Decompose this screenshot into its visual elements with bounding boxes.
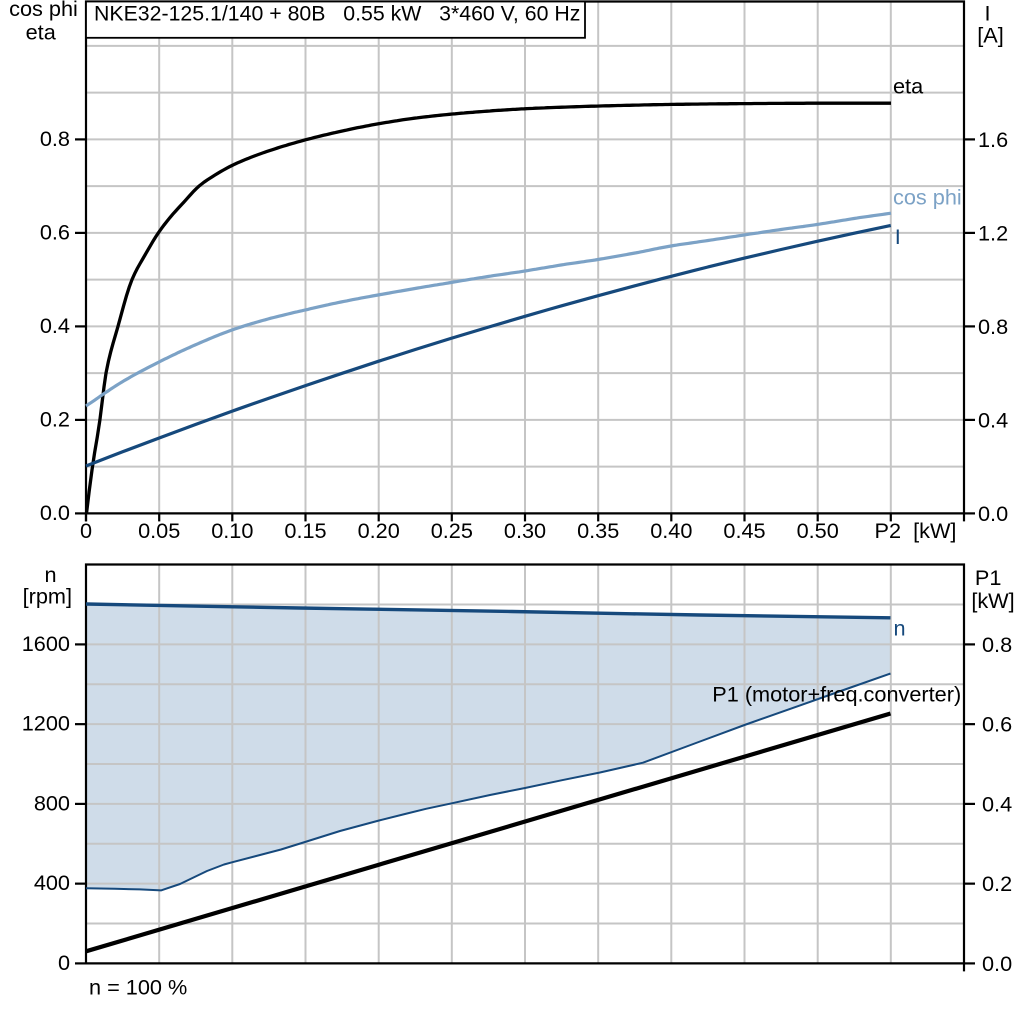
- svg-text:[rpm]: [rpm]: [23, 584, 72, 609]
- svg-text:[kW]: [kW]: [971, 588, 1014, 613]
- svg-text:0.45: 0.45: [723, 518, 765, 543]
- svg-text:[A]: [A]: [977, 23, 1004, 48]
- svg-text:0.2: 0.2: [982, 871, 1012, 896]
- svg-text:n = 100 %: n = 100 %: [89, 975, 187, 1000]
- svg-text:eta: eta: [26, 20, 57, 45]
- svg-text:P1 (motor+freq.converter): P1 (motor+freq.converter): [712, 682, 961, 707]
- svg-text:0.4: 0.4: [40, 313, 70, 338]
- svg-text:0.15: 0.15: [284, 518, 326, 543]
- svg-text:0.0: 0.0: [40, 500, 70, 525]
- svg-text:0.35: 0.35: [577, 518, 619, 543]
- svg-text:eta: eta: [893, 74, 924, 99]
- svg-text:0.4: 0.4: [982, 791, 1012, 816]
- svg-text:I: I: [984, 0, 990, 25]
- svg-text:0.8: 0.8: [978, 314, 1008, 339]
- svg-text:n: n: [894, 616, 906, 641]
- svg-text:0.8: 0.8: [40, 126, 70, 151]
- svg-text:1.6: 1.6: [978, 127, 1008, 152]
- svg-text:P2 [kW]: P2 [kW]: [875, 518, 957, 543]
- svg-text:0: 0: [80, 518, 92, 543]
- svg-text:0.25: 0.25: [431, 518, 473, 543]
- svg-text:800: 800: [34, 790, 70, 815]
- svg-text:400: 400: [34, 870, 70, 895]
- svg-text:0.4: 0.4: [978, 407, 1008, 432]
- svg-text:NKE32-125.1/140 + 80B 0.55 k: NKE32-125.1/140 + 80B 0.55 kW 3*460 V, 6…: [94, 2, 580, 26]
- svg-text:I: I: [895, 224, 901, 249]
- svg-text:0.20: 0.20: [358, 518, 400, 543]
- svg-text:0.2: 0.2: [40, 406, 70, 431]
- svg-text:0.50: 0.50: [797, 518, 839, 543]
- svg-text:cos phi: cos phi: [9, 0, 78, 21]
- svg-text:0.05: 0.05: [138, 518, 180, 543]
- svg-text:n: n: [44, 562, 56, 587]
- svg-text:0.6: 0.6: [40, 219, 70, 244]
- svg-text:1200: 1200: [22, 711, 70, 736]
- svg-text:0.0: 0.0: [982, 951, 1012, 976]
- svg-text:P1: P1: [975, 565, 1002, 590]
- svg-text:1.2: 1.2: [978, 220, 1008, 245]
- svg-text:1600: 1600: [22, 631, 70, 656]
- svg-text:0: 0: [58, 950, 70, 975]
- svg-text:0.30: 0.30: [504, 518, 546, 543]
- svg-text:0.0: 0.0: [978, 501, 1008, 526]
- svg-text:cos phi: cos phi: [893, 185, 962, 210]
- svg-text:0.8: 0.8: [982, 632, 1012, 657]
- svg-text:0.6: 0.6: [982, 712, 1012, 737]
- svg-text:0.40: 0.40: [650, 518, 692, 543]
- svg-text:0.10: 0.10: [211, 518, 253, 543]
